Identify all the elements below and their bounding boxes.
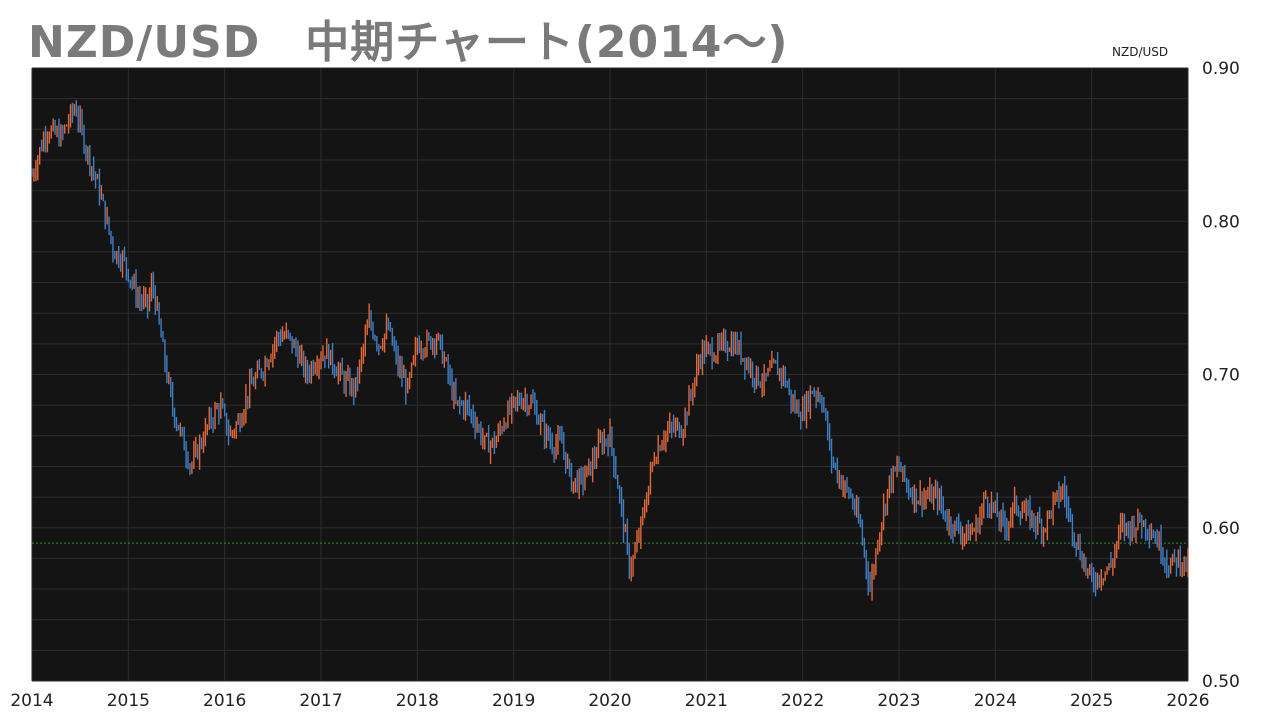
y-tick-label: 0.70 xyxy=(1202,366,1240,386)
grid-lines xyxy=(31,67,1189,682)
price-bars xyxy=(31,100,1189,601)
x-tick-label: 2024 xyxy=(974,691,1017,711)
y-tick-label: 0.60 xyxy=(1202,519,1240,539)
y-tick-label: 0.80 xyxy=(1202,212,1240,232)
x-tick-label: 2019 xyxy=(492,691,535,711)
x-tick-label: 2026 xyxy=(1166,691,1209,711)
x-tick-label: 2018 xyxy=(396,691,439,711)
x-axis: 2014 2015 2016 2017 2018 2019 2020 2021 2022 2023… xyxy=(10,691,1209,711)
x-tick-label: 2022 xyxy=(781,691,824,711)
x-tick-label: 2015 xyxy=(107,691,150,711)
y-axis: 0.50 0.60 0.70 0.80 0.90 xyxy=(1202,59,1240,692)
x-tick-label: 2020 xyxy=(588,691,631,711)
chart-title: NZD/USD 中期チャート(2014～) xyxy=(28,17,789,68)
y-tick-label: 0.90 xyxy=(1202,59,1240,79)
y-tick-label: 0.50 xyxy=(1202,672,1240,692)
x-tick-label: 2014 xyxy=(10,691,53,711)
x-tick-label: 2025 xyxy=(1070,691,1113,711)
series-label: NZD/USD xyxy=(1112,45,1169,59)
x-tick-label: 2021 xyxy=(685,691,728,711)
x-tick-label: 2016 xyxy=(203,691,246,711)
x-tick-label: 2017 xyxy=(299,691,342,711)
x-tick-label: 2023 xyxy=(877,691,920,711)
